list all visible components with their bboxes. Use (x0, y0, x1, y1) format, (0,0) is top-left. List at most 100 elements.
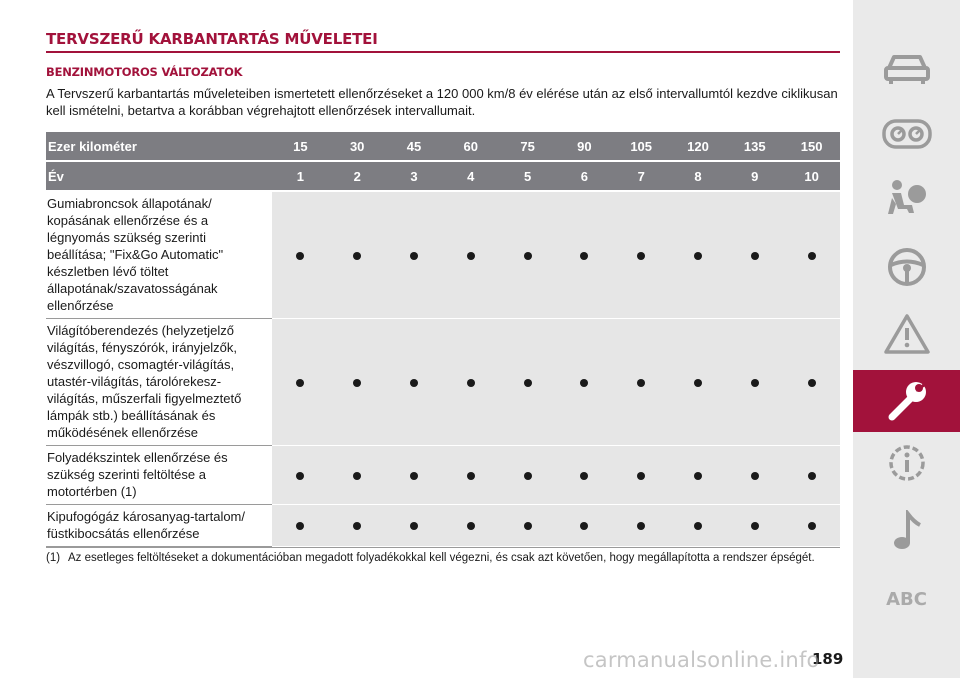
index-abc-label: ABC (886, 588, 927, 610)
table-row: Folyadékszintek ellenőrzése és szükség s… (46, 445, 840, 505)
check-dot (580, 251, 589, 260)
check-dot (750, 522, 759, 530)
sidebar-item-safety[interactable] (853, 168, 960, 230)
check-dot (807, 471, 816, 480)
sidebar-item-dashboard[interactable] (853, 103, 960, 165)
sidebar-item-technical[interactable] (853, 432, 960, 494)
year-cell: 5 (499, 161, 556, 192)
interval-cell (442, 191, 500, 319)
operation-label: Folyadékszintek ellenőrzése és szükség s… (46, 445, 272, 505)
check-dot (466, 522, 475, 530)
check-dot (353, 522, 362, 530)
table-body: Gumiabroncsok állapotának/ kopásának ell… (46, 191, 840, 547)
check-dot (807, 251, 816, 260)
km-cell: 60 (442, 132, 500, 162)
km-cell: 90 (555, 132, 613, 162)
check-dot (807, 522, 816, 530)
sidebar-item-index[interactable]: ABC (853, 568, 960, 630)
interval-cell (612, 191, 670, 319)
year-cell: 8 (669, 161, 727, 192)
year-header-label: Év (46, 161, 272, 192)
interval-cell (442, 504, 500, 547)
interval-cell (612, 318, 670, 446)
check-dot (409, 251, 418, 260)
check-dot (637, 378, 646, 387)
car-icon (883, 55, 930, 84)
year-cell: 1 (272, 161, 329, 192)
interval-cell (612, 445, 670, 505)
footnote-mark: (1) (46, 552, 61, 564)
interval-cell (328, 445, 386, 505)
steering-wheel-icon (887, 248, 926, 286)
check-dot (637, 251, 646, 260)
km-header-row: Ezer kilométer 15 30 45 60 75 90 105 120… (46, 132, 840, 162)
section-subtitle: BENZINMOTOROS VÁLTOZATOK (46, 65, 243, 79)
interval-cell (726, 318, 784, 446)
operation-label: Gumiabroncsok állapotának/ kopásának ell… (46, 191, 272, 319)
check-dot (466, 378, 475, 387)
check-dot (693, 378, 702, 387)
content-area: TERVSZERŰ KARBANTARTÁS MŰVELETEI BENZINM… (46, 30, 840, 566)
music-note-icon (893, 510, 921, 549)
interval-cell (385, 445, 443, 505)
sidebar-item-maintenance[interactable] (853, 370, 960, 432)
check-dot (523, 378, 532, 387)
interval-cell (385, 504, 443, 547)
check-dot (807, 378, 816, 387)
sidebar-item-warnings[interactable] (853, 303, 960, 365)
km-cell: 120 (669, 132, 727, 162)
interval-cell (555, 191, 613, 319)
km-cell: 75 (499, 132, 556, 162)
check-dot (353, 251, 362, 260)
interval-cell (726, 445, 784, 505)
interval-cell (272, 191, 329, 319)
interval-cell (669, 191, 727, 319)
check-dot (637, 522, 646, 530)
interval-cell (272, 504, 329, 547)
km-cell: 15 (272, 132, 329, 162)
interval-cell (669, 445, 727, 505)
interval-cell (555, 445, 613, 505)
sidebar-item-multimedia[interactable] (853, 500, 960, 562)
check-dot (409, 378, 418, 387)
wrench-icon (888, 381, 927, 421)
check-dot (693, 471, 702, 480)
check-dot (523, 471, 532, 480)
sidebar-item-driving[interactable] (853, 236, 960, 298)
table-row: Gumiabroncsok állapotának/ kopásának ell… (46, 191, 840, 319)
table-row: Kipufogógáz károsanyag-tartalom/ füstkib… (46, 504, 840, 547)
check-dot (353, 378, 362, 387)
page-title: TERVSZERŰ KARBANTARTÁS MŰVELETEI (46, 30, 840, 53)
check-dot (750, 251, 759, 260)
watermark: carmanualsonline.info (583, 648, 820, 672)
sidebar-item-car[interactable] (853, 38, 960, 100)
operation-label: Kipufogógáz károsanyag-tartalom/ füstkib… (46, 504, 272, 547)
interval-cell (726, 191, 784, 319)
interval-cell (555, 504, 613, 547)
interval-cell (328, 504, 386, 547)
page-number: 189 (812, 650, 844, 668)
interval-cell (499, 504, 556, 547)
check-dot (296, 251, 305, 260)
interval-cell (783, 504, 840, 547)
interval-cell (499, 445, 556, 505)
interval-cell (442, 445, 500, 505)
km-cell: 30 (328, 132, 386, 162)
interval-cell (783, 191, 840, 319)
footnote: (1) Az esetleges feltöltéseket a dokumen… (46, 551, 840, 566)
interval-cell (555, 318, 613, 446)
check-dot (637, 471, 646, 480)
check-dot (750, 378, 759, 387)
check-dot (523, 522, 532, 530)
operation-label: Világítóberendezés (helyzetjelző világít… (46, 318, 272, 446)
interval-cell (328, 191, 386, 319)
year-cell: 6 (555, 161, 613, 192)
interval-cell (669, 504, 727, 547)
check-dot (580, 522, 589, 530)
km-cell: 45 (385, 132, 443, 162)
interval-cell (442, 318, 500, 446)
info-gear-icon (888, 445, 925, 481)
check-dot (296, 522, 305, 530)
check-dot (693, 522, 702, 530)
check-dot (353, 471, 362, 480)
